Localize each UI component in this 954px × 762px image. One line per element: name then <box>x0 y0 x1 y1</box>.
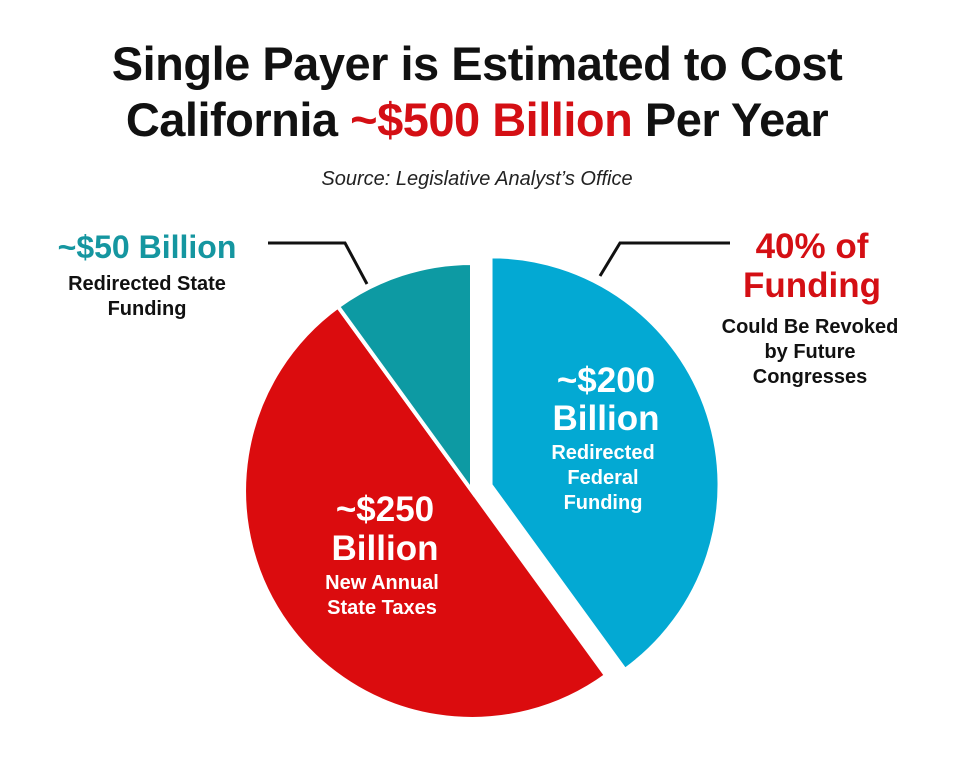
callout-desc-line3: Congresses <box>753 366 868 388</box>
callout-desc-line1: Could Be Revoked <box>722 316 899 338</box>
leader-line-state-funding <box>268 241 369 285</box>
state-taxes-desc-line2: State Taxes <box>327 597 437 619</box>
federal-desc-line3: Funding <box>564 492 643 514</box>
state-taxes-desc-line1: New Annual <box>325 572 439 594</box>
callout-line1: 40% of <box>756 227 869 266</box>
federal-amount-line1: ~$200 <box>557 361 655 400</box>
federal-desc-line2: Federal <box>567 467 638 489</box>
state-taxes-amount-line2: Billion <box>332 529 439 568</box>
pie-slice-state-taxes <box>241 303 609 721</box>
federal-desc-line1: Redirected <box>551 442 654 464</box>
federal-amount-line2: Billion <box>553 399 660 438</box>
pie-slice-federal-funding <box>489 255 721 672</box>
state-taxes-amount-line1: ~$250 <box>336 490 434 529</box>
chart-title-line-1: Single Payer is Estimated to Cost <box>0 36 954 92</box>
callout-line2: Funding <box>743 266 881 305</box>
pie-slice-state-funding <box>335 260 474 498</box>
state-funding-desc-line1: Redirected State <box>68 273 226 295</box>
chart-title-line-2: California ~$500 Billion Per Year <box>0 92 954 148</box>
chart-title-prefix: California <box>125 93 351 146</box>
leader-line-federal-callout <box>598 241 730 277</box>
chart-title-highlight: ~$500 Billion <box>350 93 633 146</box>
source-note: Source: Legislative Analyst’s Office <box>321 168 633 190</box>
chart-title-text: Single Payer is Estimated to Cost <box>111 37 843 90</box>
state-funding-desc-line2: Funding <box>108 298 187 320</box>
callout-desc-line2: by Future <box>764 341 855 363</box>
state-funding-amount: ~$50 Billion <box>58 229 237 265</box>
chart-title-suffix: Per Year <box>632 93 829 146</box>
